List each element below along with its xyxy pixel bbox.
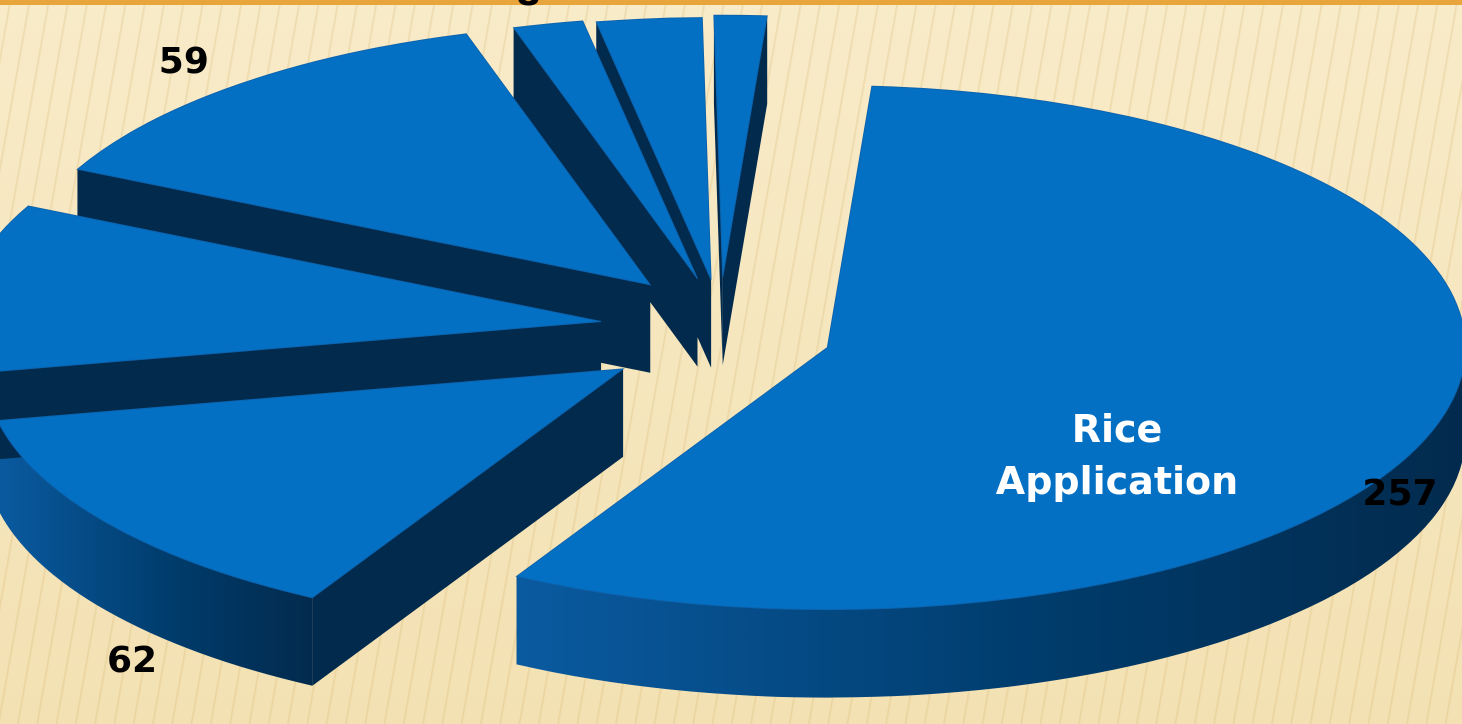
- slice-1-inside-label-line-2: Application: [996, 459, 1238, 503]
- slice-6-top: [595, 17, 712, 280]
- slice-7-inner-wall-2: [722, 15, 768, 366]
- slice-4-value-label: 59: [159, 41, 209, 82]
- slice-1-top: [515, 85, 1462, 611]
- top-accent-bar: [0, 0, 1462, 5]
- slice-4-top: [76, 33, 652, 286]
- slice-5-inner-wall-1: [513, 27, 698, 367]
- slice-3-top: [0, 205, 602, 372]
- slice-5-top: [512, 20, 698, 279]
- slice-7-value-label: 6: [730, 0, 755, 4]
- slice-2-top: [0, 368, 625, 599]
- slice-2-outer-wall: [0, 425, 313, 686]
- slice-1-inside-label-line-1: Rice: [1072, 407, 1163, 451]
- slice-6-value-label: 12: [616, 0, 666, 8]
- slice-5-value-label: 8: [516, 0, 541, 14]
- slice-2-value-label: 62: [107, 640, 157, 681]
- pie-labels: 257RiceApplication6247598126: [107, 0, 1438, 681]
- slice-1-outer-wall: [516, 374, 1462, 698]
- slice-7-top: [713, 14, 768, 278]
- slice-1-value-label: 257: [1362, 473, 1437, 514]
- pie-tops: [0, 14, 1462, 611]
- slice-7-inner-wall-1: [713, 15, 723, 366]
